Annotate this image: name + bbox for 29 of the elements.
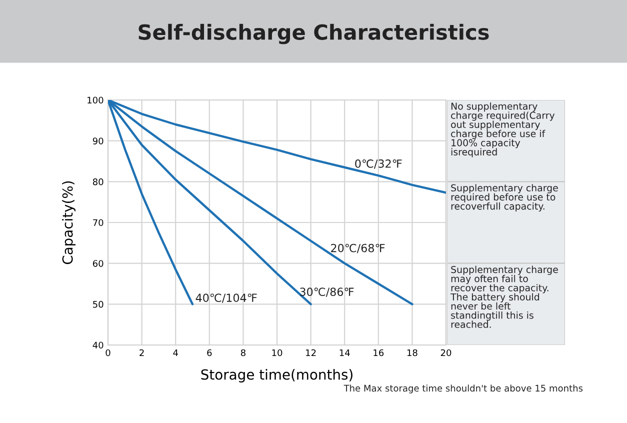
x-tick-label: 4 xyxy=(173,349,178,356)
y-axis-title: Capacity(%) xyxy=(62,181,76,264)
text: The Max storage time shouldn't be above 15 months xyxy=(344,384,583,394)
x-axis-title: Storage time(months) xyxy=(201,369,352,382)
x-tick-label: 10 xyxy=(272,349,282,356)
text: No supplementary charge required(Carry out supplementary charge before use if 100% capacity isrequired xyxy=(451,102,555,158)
series-label: 40℃/104℉ xyxy=(196,294,257,303)
x-tick-label: 12 xyxy=(306,349,316,356)
text: Supplementary charge required before use to recoverfull capacity. xyxy=(451,184,558,212)
y-tick-label: 80 xyxy=(92,178,104,186)
x-tick-label: 14 xyxy=(340,349,350,356)
x-tick-label: 18 xyxy=(407,349,418,356)
chart-title: Self-discharge Characteristics xyxy=(138,24,489,44)
x-tick-label: 8 xyxy=(240,349,246,356)
y-tick-label: 70 xyxy=(93,219,104,226)
series-label: 30℃/86℉ xyxy=(300,288,354,297)
y-tick-label: 40 xyxy=(92,342,104,349)
y-tick-label: 50 xyxy=(93,300,104,308)
x-tick-label: 2 xyxy=(140,349,144,356)
series-label: 0℃/32℉ xyxy=(355,159,402,169)
x-tick-label: 6 xyxy=(207,349,212,356)
x-tick-label: 0 xyxy=(106,349,110,356)
x-tick-label: 16 xyxy=(374,349,384,356)
x-tick-label: 20 xyxy=(440,349,452,356)
text: Supplementary charge may often fail to recover the capacity. The battery should never be left standingtill this is reached. xyxy=(450,266,558,328)
y-tick-label: 90 xyxy=(92,138,104,144)
y-tick-label: 100 xyxy=(88,96,104,104)
series-label: 20℃/68℉ xyxy=(331,244,385,254)
y-tick-label: 60 xyxy=(92,260,104,267)
